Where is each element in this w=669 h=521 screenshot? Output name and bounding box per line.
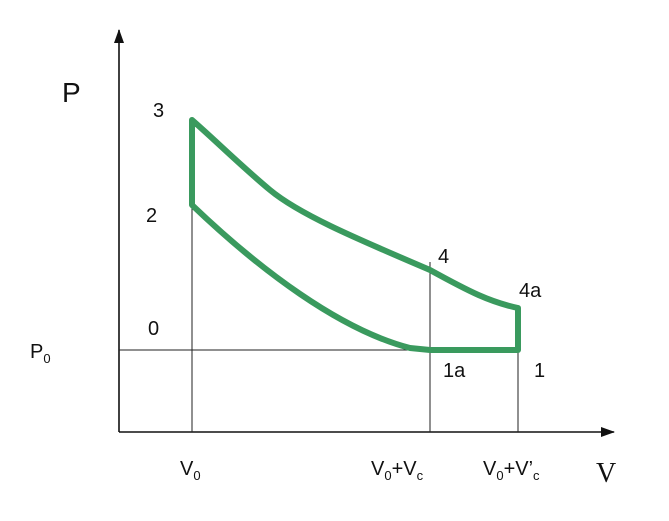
point-label: 1	[534, 360, 545, 382]
point-label: 4a	[519, 280, 542, 302]
point-label: 1a	[443, 360, 466, 382]
tick-label: V0	[180, 458, 201, 483]
subscript: 0	[384, 468, 391, 483]
tick-text: P	[30, 341, 43, 363]
v-axis-label: V	[596, 458, 616, 489]
subscript: 0	[43, 351, 50, 366]
point-label: 4	[438, 246, 449, 268]
tick-text: +V’	[504, 458, 533, 480]
tick-text: V	[483, 458, 497, 480]
point-label: 3	[153, 100, 164, 122]
point-label: 2	[146, 205, 157, 227]
cycle	[189, 117, 521, 353]
tick-text: V	[180, 458, 194, 480]
tick-label: P0	[30, 341, 51, 366]
subscript: c	[533, 468, 540, 483]
tick-text: +V	[392, 458, 418, 480]
subscript: 0	[193, 468, 200, 483]
subscript: c	[417, 468, 424, 483]
tick-label: V0+V’c	[483, 458, 540, 483]
p-axis-label: P	[62, 77, 81, 108]
point-label: 0	[148, 318, 159, 340]
subscript: 0	[496, 468, 503, 483]
tick-text: V	[371, 458, 385, 480]
tick-label: V0+Vc	[371, 458, 424, 483]
